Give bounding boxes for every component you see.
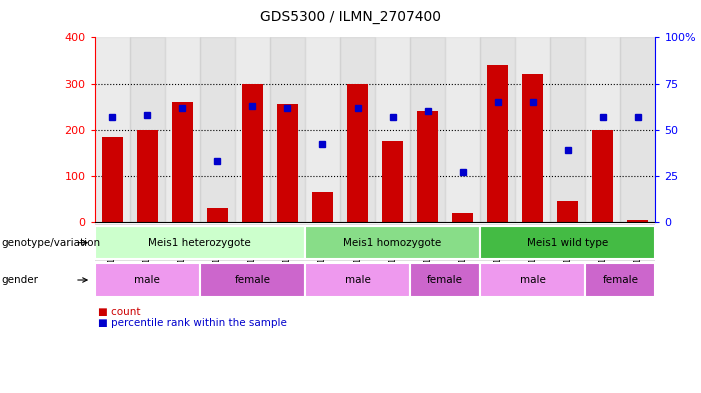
Bar xyxy=(130,37,165,222)
Bar xyxy=(515,37,550,222)
Text: male: male xyxy=(345,275,370,285)
Text: Meis1 wild type: Meis1 wild type xyxy=(527,238,608,248)
Bar xyxy=(382,141,403,222)
Bar xyxy=(312,192,333,222)
Bar xyxy=(452,213,473,222)
Bar xyxy=(557,201,578,222)
Bar xyxy=(487,65,508,222)
Text: gender: gender xyxy=(1,275,39,285)
Bar xyxy=(235,37,270,222)
Bar xyxy=(585,37,620,222)
Bar xyxy=(347,83,368,222)
Bar xyxy=(445,37,480,222)
Bar xyxy=(305,37,340,222)
Bar xyxy=(200,37,235,222)
Bar xyxy=(417,111,438,222)
Bar xyxy=(102,137,123,222)
Bar xyxy=(522,74,543,222)
Text: ■ count: ■ count xyxy=(98,307,141,316)
Text: female: female xyxy=(427,275,463,285)
Bar xyxy=(410,37,445,222)
Bar xyxy=(165,37,200,222)
Bar xyxy=(592,130,613,222)
Text: genotype/variation: genotype/variation xyxy=(1,238,100,248)
Text: ■ percentile rank within the sample: ■ percentile rank within the sample xyxy=(98,318,287,328)
Bar xyxy=(340,37,375,222)
Bar xyxy=(242,83,263,222)
Text: female: female xyxy=(602,275,639,285)
Bar xyxy=(172,102,193,222)
Text: GDS5300 / ILMN_2707400: GDS5300 / ILMN_2707400 xyxy=(260,10,441,24)
Bar xyxy=(137,130,158,222)
Bar xyxy=(620,37,655,222)
Text: female: female xyxy=(234,275,271,285)
Bar xyxy=(270,37,305,222)
Bar xyxy=(375,37,410,222)
Text: Meis1 heterozygote: Meis1 heterozygote xyxy=(149,238,251,248)
Text: male: male xyxy=(135,275,160,285)
Bar xyxy=(277,104,298,222)
Bar xyxy=(480,37,515,222)
Bar xyxy=(207,208,228,222)
Text: male: male xyxy=(520,275,545,285)
Bar xyxy=(95,37,130,222)
Bar xyxy=(550,37,585,222)
Text: Meis1 homozygote: Meis1 homozygote xyxy=(343,238,442,248)
Bar xyxy=(627,220,648,222)
